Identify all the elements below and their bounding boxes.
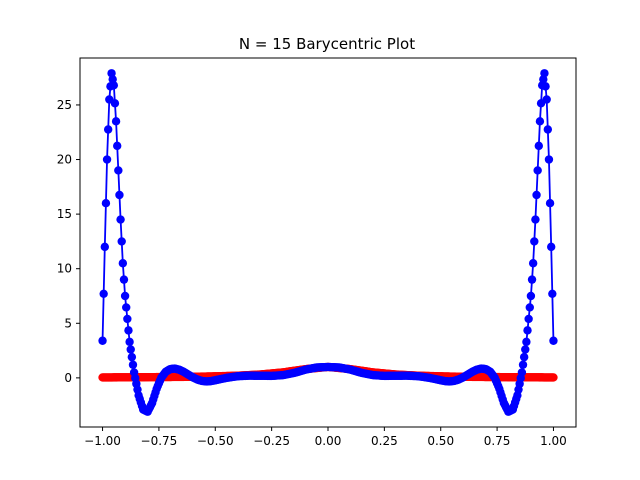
x-tick-label: 0.00	[315, 434, 342, 448]
data-point	[115, 190, 124, 200]
data-point	[123, 314, 132, 324]
data-point	[113, 141, 122, 151]
data-point	[541, 82, 550, 91]
data-point	[542, 95, 551, 104]
data-point	[116, 215, 125, 224]
data-point	[117, 237, 126, 246]
data-point	[100, 242, 110, 252]
data-point	[525, 303, 534, 312]
data-point	[524, 314, 533, 324]
data-point	[530, 237, 539, 246]
data-point	[535, 117, 545, 126]
x-tick-label: 0.25	[371, 434, 398, 448]
series-layer	[98, 69, 558, 416]
data-point	[531, 215, 540, 224]
data-point	[126, 345, 135, 354]
x-tick-label: −1.00	[84, 434, 121, 448]
data-point	[527, 275, 537, 284]
y-tick-label: 20	[57, 153, 72, 167]
x-tick-label: −0.25	[253, 434, 290, 448]
data-point	[119, 275, 129, 284]
data-point	[103, 125, 113, 134]
series-1	[98, 69, 558, 416]
data-point	[544, 155, 554, 164]
data-point	[517, 368, 527, 377]
data-point	[518, 360, 528, 369]
data-point	[532, 190, 541, 200]
data-point	[101, 199, 111, 208]
data-point	[124, 326, 133, 335]
y-tick-label: 5	[64, 316, 72, 330]
data-point	[521, 345, 530, 354]
data-point	[528, 259, 538, 268]
data-point	[547, 242, 556, 252]
data-point	[120, 291, 130, 301]
x-tick-label: −0.75	[141, 434, 178, 448]
chart-title: N = 15 Barycentric Plot	[239, 35, 415, 53]
data-point	[534, 141, 543, 151]
data-point	[114, 166, 123, 175]
data-point	[549, 373, 558, 382]
data-point	[543, 125, 553, 134]
data-point	[549, 336, 558, 345]
data-point	[118, 259, 128, 268]
data-point	[533, 166, 542, 175]
x-tick-label: 0.50	[427, 434, 454, 448]
data-point	[125, 337, 134, 347]
axes-layer: −1.00 −0.75 −0.50 −0.25 0.00 0.25 0.50 0.75 1.00…	[57, 57, 577, 448]
x-tick-label: 1.00	[540, 434, 567, 448]
data-point	[545, 199, 555, 208]
x-tick-label: 0.75	[484, 434, 511, 448]
y-tick-label: 0	[64, 371, 72, 385]
y-tick-label: 10	[57, 262, 72, 276]
data-point	[128, 360, 138, 369]
data-point	[102, 155, 112, 164]
data-point	[127, 352, 137, 362]
data-point	[99, 289, 108, 299]
y-tick-label: 15	[57, 207, 72, 221]
data-point	[548, 289, 557, 299]
data-point	[526, 291, 536, 301]
data-point	[98, 336, 107, 345]
data-point	[540, 69, 549, 78]
data-point	[522, 337, 531, 347]
data-point	[111, 117, 121, 126]
data-point	[110, 99, 120, 108]
x-tick-label: −0.50	[197, 434, 234, 448]
data-point	[523, 326, 532, 335]
data-point	[122, 303, 131, 312]
data-point	[519, 352, 529, 362]
y-tick-label: 25	[57, 98, 72, 112]
data-point	[109, 81, 119, 90]
